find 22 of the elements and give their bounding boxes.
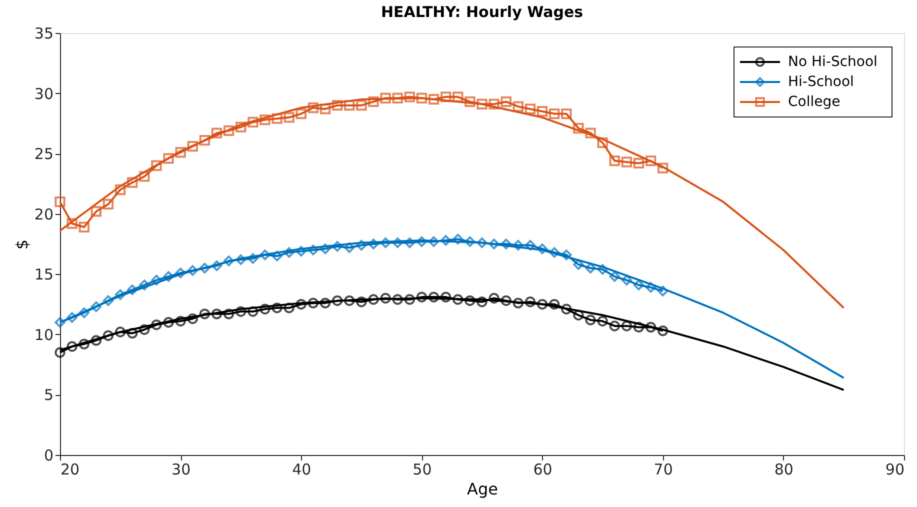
x-tick-label: 60 — [533, 460, 552, 478]
y-tick-label: 30 — [34, 84, 54, 103]
chart-title: HEALTHY: Hourly Wages — [380, 3, 584, 21]
x-tick-label: 70 — [654, 460, 673, 478]
y-tick-label: 25 — [34, 145, 54, 164]
legend-label: Hi-School — [788, 74, 854, 90]
x-tick-label: 20 — [60, 460, 80, 478]
x-tick-label: 30 — [172, 460, 191, 478]
y-tick-label: 5 — [44, 386, 54, 404]
legend-label: College — [788, 94, 840, 110]
y-tick-label: 0 — [44, 446, 54, 464]
y-tick-label: 15 — [34, 266, 54, 284]
x-tick-label: 90 — [885, 460, 904, 478]
x-tick-label: 80 — [774, 460, 794, 478]
x-tick-label: 40 — [292, 460, 312, 478]
x-axis-title: Age — [467, 480, 498, 498]
y-tick-label: 10 — [34, 326, 54, 344]
y-tick-label: 20 — [34, 205, 54, 224]
y-axis-title: $ — [12, 239, 32, 250]
x-tick-label: 50 — [412, 460, 432, 478]
legend-label: No Hi-School — [788, 54, 878, 70]
y-tick-label: 35 — [34, 24, 54, 42]
